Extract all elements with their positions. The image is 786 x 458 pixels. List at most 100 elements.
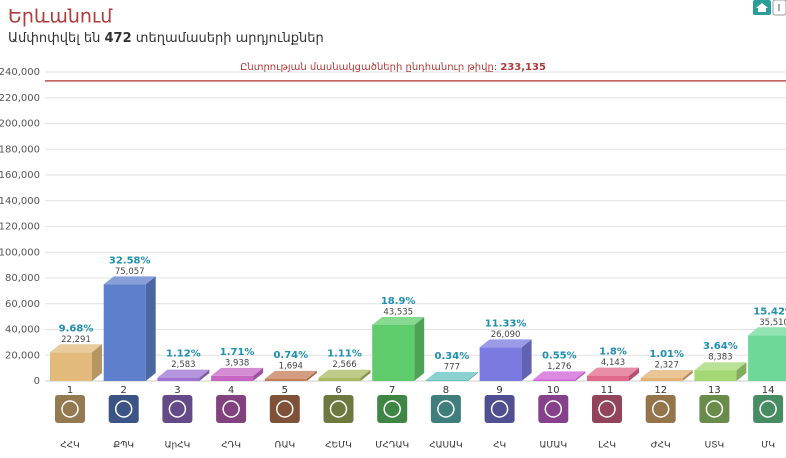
bar-side [521, 339, 532, 381]
category-number: 2 [121, 385, 127, 396]
category-number: 11 [601, 385, 614, 396]
party-logo-mark [437, 400, 455, 418]
party-logo-mark [598, 400, 616, 418]
category-number: 14 [762, 385, 775, 396]
category-number: 13 [708, 385, 721, 396]
party-logo [216, 395, 247, 423]
bar-side [736, 362, 747, 381]
reference-value: 233,135 [500, 62, 546, 73]
x-tick-label: ՍՏԿ [705, 441, 725, 451]
party-logo [377, 395, 408, 423]
party-logo-mark [114, 400, 133, 418]
value-label: 35,510 [759, 318, 786, 328]
party-logo-mark [61, 400, 79, 418]
reference-label-text: Ընտրության մասնակցածների ընդհանուր թիվը: [240, 62, 497, 73]
share-label: 11.33% [485, 318, 527, 329]
share-label: 18.9% [381, 296, 416, 307]
bar [748, 335, 786, 381]
category-number: 6 [335, 385, 341, 396]
bar-side [629, 367, 639, 381]
category-number: 7 [389, 385, 395, 396]
home-icon [756, 3, 768, 12]
value-label: 8,383 [708, 353, 732, 363]
party-logo-mark [276, 400, 294, 418]
party-logo [538, 395, 569, 423]
share-label: 1.71% [220, 347, 255, 358]
subtitle-count: 472 [105, 31, 132, 46]
bar-top [640, 370, 693, 379]
category-number: 1 [67, 385, 73, 396]
category-number: 4 [228, 385, 234, 396]
share-label: 9.68% [59, 323, 94, 334]
bar [425, 379, 468, 381]
bar-top [211, 367, 264, 376]
party-logo [162, 395, 193, 423]
share-label: 1.8% [599, 347, 627, 358]
bar-side [199, 369, 210, 381]
share-label: 0.34% [435, 351, 470, 362]
party-logo [484, 395, 515, 423]
value-label: 26,090 [491, 330, 521, 340]
x-tick-label: ԱրՀԿ [165, 441, 191, 451]
value-label: 1,694 [279, 361, 303, 371]
value-label: 43,535 [383, 307, 413, 317]
x-tick-label: ԼՀԿ [598, 441, 616, 451]
y-tick-label: 60,000 [5, 299, 40, 310]
bar-side [682, 370, 693, 381]
bar-top [372, 316, 425, 325]
value-label: 4,143 [601, 358, 625, 368]
party-logo-mark [383, 400, 401, 418]
share-label: 1.01% [649, 349, 684, 360]
category-number: 8 [443, 385, 449, 396]
party-logo-mark [759, 400, 777, 418]
bar [372, 324, 415, 381]
subtitle-suffix: տեղամասերի արդյունքներ [136, 31, 324, 46]
subtitle-prefix: Ամփոփվել են [8, 31, 100, 46]
bar [640, 378, 683, 381]
bar-top [264, 370, 317, 379]
share-label: 3.64% [703, 341, 738, 352]
bar [694, 370, 737, 381]
share-label: 1.11% [327, 349, 362, 360]
reference-label: Ընտրության մասնակցածների ընդհանուր թիվը:… [240, 62, 546, 73]
y-tick-label: 0 [34, 376, 40, 387]
y-tick-label: 40,000 [5, 325, 40, 336]
category-number: 12 [654, 385, 667, 396]
y-tick-label: 80,000 [5, 273, 40, 284]
x-tick-label: ՀՀԿ [60, 441, 79, 451]
party-logo-mark [490, 400, 509, 418]
bar-top [103, 276, 156, 285]
bar-side [360, 369, 371, 381]
party-logo [269, 395, 300, 423]
y-tick-label: 240,000 [0, 67, 40, 78]
party-logo-mark [222, 400, 240, 418]
bar [211, 375, 254, 381]
value-label: 2,327 [655, 361, 679, 371]
value-label: 22,291 [61, 335, 91, 345]
y-tick-label: 100,000 [0, 247, 40, 258]
party-logo [108, 395, 139, 423]
value-label: 2,583 [171, 360, 195, 370]
category-number: 10 [547, 385, 560, 396]
bar [318, 377, 361, 381]
bar-top [587, 367, 639, 376]
x-tick-label: ՄԿ [761, 441, 775, 451]
party-logo-mark [168, 400, 187, 418]
party-logo-mark [705, 400, 724, 418]
bar-top [748, 327, 786, 336]
value-label: 777 [444, 362, 460, 372]
bar-side [145, 276, 156, 381]
party-logo [323, 395, 354, 423]
bar-side [414, 316, 425, 381]
x-tick-label: ՌԱԿ [274, 441, 295, 451]
value-label: 1,276 [547, 362, 571, 372]
x-tick-label: ՀԴԿ [221, 441, 241, 451]
bar-top [157, 369, 210, 378]
bar [533, 379, 576, 381]
party-logo-mark [651, 400, 670, 418]
y-tick-label: 120,000 [0, 222, 40, 233]
bar [50, 352, 92, 381]
value-label: 2,566 [332, 360, 356, 370]
party-logo-mark [329, 400, 348, 418]
